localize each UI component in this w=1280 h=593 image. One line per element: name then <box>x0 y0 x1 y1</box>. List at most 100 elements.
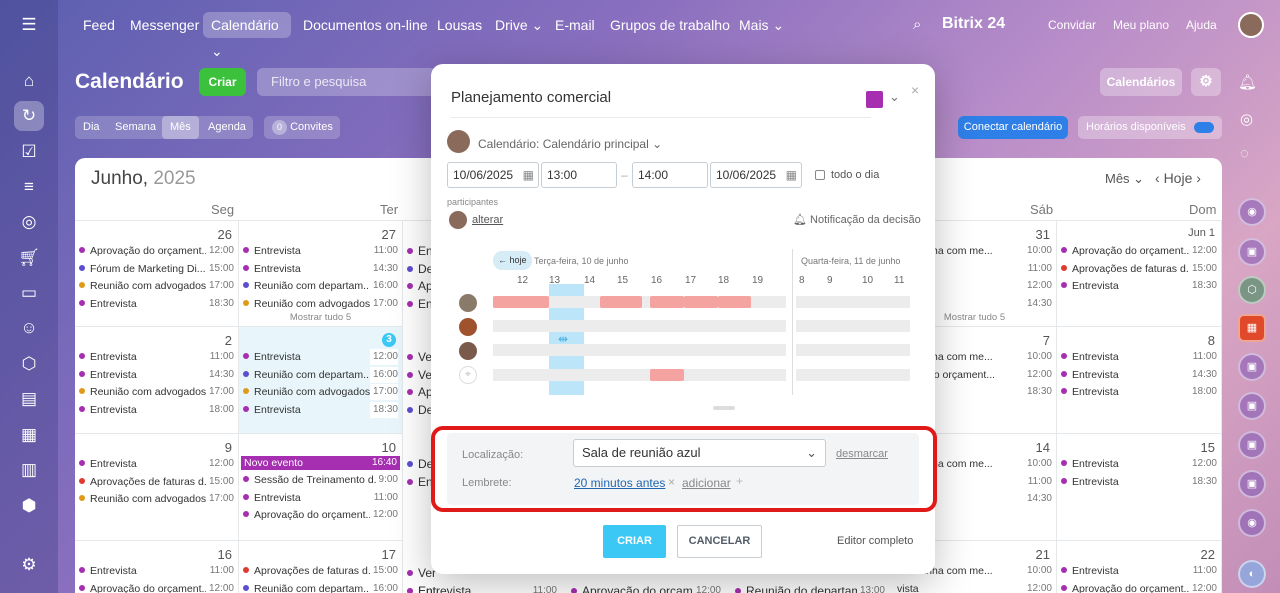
calendar-grid-icon[interactable]: ▦ <box>20 425 38 444</box>
calendar-event[interactable]: Entrevista 14:30 <box>1061 366 1217 383</box>
day-cell[interactable]: Jun 1 Aprovação do orçament... 12:00 Aprova… <box>1057 221 1222 327</box>
today-nav[interactable]: ‹ Hoje › <box>1155 170 1201 186</box>
day-cell[interactable]: 15 Entrevista 12:00 Entrevista 18:30 <box>1057 434 1222 541</box>
calendar-event[interactable]: Aprovação do orçament... 12:00 <box>79 243 234 259</box>
connect-calendar-button[interactable]: Conectar calendário <box>958 116 1068 139</box>
calendar-event[interactable]: Entrevista 12:00 <box>79 456 234 472</box>
planner-row[interactable] <box>796 344 910 356</box>
view-day[interactable]: Dia <box>83 121 100 133</box>
planner-row[interactable] <box>493 320 786 332</box>
calendar-event[interactable]: Entrevista 12:00 <box>243 349 398 365</box>
calendar-event[interactable]: Fórum de Marketing Di... 15:00 <box>79 260 234 277</box>
day-cell[interactable]: 17 Aprovações de faturas d... 15:00 Reunião… <box>239 541 403 593</box>
bell-icon[interactable]: 🔔︎ <box>1238 74 1258 91</box>
invite-link[interactable]: Convidar <box>1048 18 1097 32</box>
date-to-field[interactable]: 10/06/2025 ▦ <box>710 162 802 188</box>
calendar-select[interactable]: Calendário: Calendário principal ⌄ <box>478 137 663 151</box>
time-from-field[interactable]: 13:00 <box>541 162 617 188</box>
calendar-event[interactable]: Entrevista 18:00 <box>79 401 234 418</box>
full-editor-link[interactable]: Editor completo <box>837 535 914 547</box>
app-icon[interactable]: ▣ <box>1238 238 1266 266</box>
app-icon[interactable]: ▣ <box>1238 431 1266 459</box>
event-title-input[interactable]: Planejamento comercial <box>451 89 612 106</box>
create-event-button[interactable]: CRIAR <box>603 525 666 558</box>
new-event-bar[interactable]: Novo evento 16:40 <box>241 456 400 470</box>
drag-handle-icon[interactable]: ⇹ <box>558 332 569 346</box>
calendar-event[interactable]: Reunião do departamen... 13:00 <box>735 583 885 593</box>
calendar-event[interactable]: Entrevista 14:30 <box>243 260 398 277</box>
hexagon-icon[interactable]: ⬢ <box>21 496 37 515</box>
calendar-event[interactable]: Reunião com advogados 17:00 <box>79 491 234 507</box>
planner-row[interactable] <box>796 369 910 381</box>
available-hours-toggle[interactable]: Horários disponíveis <box>1078 116 1222 139</box>
day-cell[interactable]: 8 Entrevista 11:00 Entrevista 14:30 Entrevist… <box>1057 327 1222 434</box>
calendar-event[interactable]: Entrevista 11:00 <box>243 489 398 506</box>
calendar-event[interactable]: Reunião com advogados 17:00 <box>243 384 398 400</box>
crm-icon[interactable]: ◎ <box>21 212 37 231</box>
day-cell[interactable]: 2 Entrevista 11:00 Entrevista 14:30 Reunião c… <box>75 327 239 434</box>
calendar-event[interactable]: Entrevista 11:00 <box>1061 563 1217 579</box>
day-cell[interactable]: 27 Entrevista 11:00 Entrevista 14:30 Reunião … <box>239 221 403 327</box>
view-week[interactable]: Semana <box>115 121 156 133</box>
resize-handle[interactable] <box>713 406 735 410</box>
chart-icon[interactable]: ▥ <box>20 460 38 479</box>
calendar-event[interactable]: Aprovação do orçament... 12:00 <box>1061 243 1217 259</box>
planner-row[interactable] <box>796 296 910 308</box>
calendar-event[interactable]: Aprovações de faturas d... 15:00 <box>1061 260 1217 277</box>
feed-icon[interactable]: ↻ <box>14 101 44 131</box>
planner-row[interactable] <box>493 344 786 356</box>
menu-icon[interactable]: ☰ <box>21 15 37 34</box>
app-icon[interactable]: ◐ <box>1238 560 1266 588</box>
view-select[interactable]: Mês ⌄ <box>1105 171 1145 186</box>
calendar-event[interactable]: Ap <box>407 278 437 294</box>
help-link[interactable]: Ajuda <box>1186 18 1217 32</box>
nav-more[interactable]: Mais ⌄ <box>739 17 785 33</box>
calendar-event[interactable]: Entrevista 11:00 <box>79 349 234 365</box>
calendar-event[interactable]: Reunião com departam... 16:00 <box>243 278 398 294</box>
calendar-event[interactable]: De <box>407 261 437 277</box>
nav-groups[interactable]: Grupos de trabalho <box>610 17 730 33</box>
reminder-value[interactable]: 20 minutos antes <box>574 476 666 490</box>
calendar-event[interactable]: Entrevista 18:30 <box>1061 473 1217 490</box>
calendar-event[interactable]: Entrevista 11:00 <box>1061 349 1217 365</box>
calendars-button[interactable]: Calendários <box>1100 68 1182 96</box>
nav-feed[interactable]: Feed <box>83 17 115 33</box>
home-icon[interactable]: ⌂ <box>23 71 35 90</box>
calendar-event[interactable]: Aprovação do orçament... 12:00 <box>1061 580 1217 593</box>
card-icon[interactable]: ▭ <box>20 283 38 302</box>
cart-icon[interactable]: 🛒︎ <box>18 248 40 267</box>
nav-messenger[interactable]: Messenger <box>130 17 200 33</box>
nav-email[interactable]: E-mail <box>555 17 595 33</box>
app-icon[interactable]: ⬡ <box>1238 276 1266 304</box>
calendar-event[interactable]: Entrevista 11:00 <box>407 583 557 593</box>
unmark-link[interactable]: desmarcar <box>836 448 888 460</box>
app-icon[interactable]: ◉ <box>1238 198 1266 226</box>
calendar-event[interactable]: Entrevista 11:00 <box>79 563 234 579</box>
calendar-event[interactable]: Entrevista 12:00 <box>1061 456 1217 472</box>
calendar-event[interactable]: Aprovações de faturas d... 15:00 <box>79 473 234 490</box>
app-icon[interactable]: ▣ <box>1238 353 1266 381</box>
calendar-event[interactable]: Entrevista 18:30 <box>79 295 234 312</box>
day-cell[interactable]: 22 Entrevista 11:00 Aprovação do orçament..… <box>1057 541 1222 593</box>
day-cell[interactable]: 16 Entrevista 11:00 Aprovação do orçament..… <box>75 541 239 593</box>
view-agenda[interactable]: Agenda <box>208 121 246 133</box>
toggle-switch[interactable] <box>1194 122 1214 133</box>
calendar-event[interactable]: Aprovações de faturas d... 15:00 <box>243 563 398 579</box>
filter-icon[interactable]: ≡ <box>24 177 34 196</box>
calendar-event[interactable]: Aprovação do orçament... 12:00 <box>571 583 721 593</box>
view-month[interactable]: Mês <box>162 116 199 139</box>
app-icon[interactable]: ◉ <box>1238 509 1266 537</box>
close-icon[interactable]: × <box>911 82 920 98</box>
app-icon[interactable]: ▣ <box>1238 470 1266 498</box>
nav-documents[interactable]: Documentos on-line <box>303 17 428 33</box>
bot-icon[interactable]: ☺ <box>20 318 38 337</box>
calendar-event[interactable]: Reunião com advogados 17:00 <box>79 278 234 294</box>
search-icon[interactable]: ⌕ <box>913 16 922 33</box>
avatar[interactable] <box>1238 12 1264 38</box>
gear-icon[interactable]: ⚙ <box>1191 68 1221 96</box>
day-cell[interactable]: 9 Entrevista 12:00 Aprovações de faturas d.… <box>75 434 239 541</box>
app-icon[interactable]: ▣ <box>1238 392 1266 420</box>
nav-boards[interactable]: Lousas <box>437 17 483 33</box>
nav-calendar[interactable]: Calendário ⌄ <box>203 12 291 59</box>
day-cell[interactable]: 3 Entrevista 12:00 Reunião com departam... 1… <box>239 327 403 434</box>
